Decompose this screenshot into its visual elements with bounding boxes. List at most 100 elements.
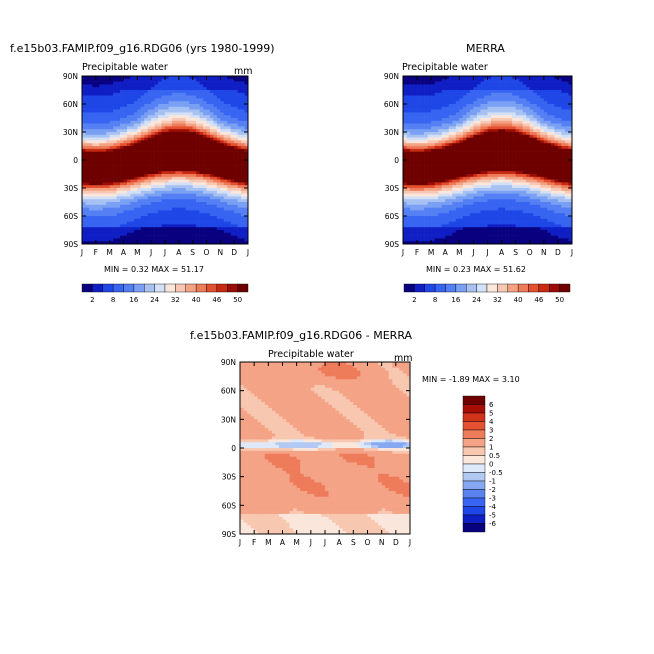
field-cell (209, 92, 214, 96)
field-cell (505, 140, 509, 144)
field-cell (227, 165, 232, 169)
field-cell (120, 92, 124, 96)
field-cell (494, 115, 499, 119)
field-cell (448, 154, 453, 158)
colorbar-label: 32 (171, 296, 180, 304)
field-cell (487, 154, 492, 158)
field-cell (491, 132, 495, 136)
field-cell (158, 199, 162, 203)
field-cell (237, 157, 242, 161)
field-cell (213, 179, 218, 183)
field-cell (165, 221, 169, 225)
field-cell (113, 171, 117, 175)
field-cell (151, 126, 155, 130)
field-cell (459, 95, 464, 99)
field-cell (82, 162, 86, 166)
field-cell (473, 118, 478, 122)
field-cell (476, 106, 481, 110)
field-cell (508, 129, 513, 133)
field-cell (452, 118, 457, 122)
field-cell (113, 199, 117, 203)
field-cell (123, 227, 128, 231)
field-cell (189, 98, 193, 102)
field-cell (498, 101, 502, 105)
field-cell (123, 171, 128, 175)
field-cell (154, 101, 159, 105)
field-cell (216, 188, 221, 192)
field-cell (448, 190, 453, 194)
colorbar-swatch (175, 283, 186, 293)
field-cell (241, 216, 245, 220)
field-cell (216, 123, 221, 127)
field-cell (140, 157, 145, 161)
field-cell (161, 176, 166, 180)
field-cell (512, 157, 516, 161)
field-cell (85, 171, 90, 175)
field-cell (130, 151, 135, 155)
field-cell (171, 109, 176, 113)
field-cell (476, 98, 481, 102)
field-cell (192, 202, 197, 206)
field-cell (178, 134, 183, 138)
field-cell (438, 213, 443, 217)
field-cell (438, 227, 443, 231)
field-cell (487, 95, 492, 99)
field-cell (501, 151, 506, 155)
field-cell (413, 132, 418, 136)
field-cell (158, 232, 162, 236)
field-cell (185, 204, 190, 208)
field-cell (237, 140, 242, 144)
field-cell (466, 165, 471, 169)
field-cell (120, 151, 124, 155)
field-cell (434, 104, 439, 108)
field-cell (420, 109, 425, 113)
field-cell (491, 78, 495, 82)
field-cell (515, 196, 520, 200)
field-cell (427, 87, 432, 91)
field-cell (165, 134, 169, 138)
field-cell (403, 129, 407, 133)
field-cell (487, 238, 492, 242)
field-cell (116, 235, 121, 239)
field-cell (466, 204, 471, 208)
field-cell (171, 179, 176, 183)
field-cell (133, 213, 138, 217)
field-cell (476, 193, 481, 197)
field-cell (99, 232, 104, 236)
field-cell (158, 157, 162, 161)
field-cell (213, 154, 218, 158)
field-cell (494, 143, 499, 147)
field-cell (476, 190, 481, 194)
field-cell (413, 168, 418, 172)
field-cell (88, 154, 93, 158)
field-cell (480, 106, 485, 110)
field-cell (445, 171, 450, 175)
field-cell (508, 218, 513, 222)
field-cell (175, 84, 180, 88)
field-cell (161, 224, 166, 228)
field-cell (424, 188, 428, 192)
field-cell (165, 106, 169, 110)
field-cell (161, 95, 166, 99)
field-cell (431, 92, 435, 96)
field-cell (508, 118, 513, 122)
field-cell (182, 235, 187, 239)
field-cell (154, 224, 159, 228)
field-cell (213, 143, 218, 147)
field-cell (505, 241, 509, 245)
field-cell (491, 188, 495, 192)
field-cell (165, 241, 169, 245)
field-cell (494, 165, 499, 169)
field-cell (417, 176, 421, 180)
field-cell (491, 199, 495, 203)
field-cell (438, 238, 443, 242)
field-cell (498, 174, 502, 178)
field-cell (410, 106, 414, 110)
field-cell (512, 210, 516, 214)
field-cell (410, 123, 414, 127)
field-cell (476, 207, 481, 211)
field-cell (209, 134, 214, 138)
field-cell (133, 238, 138, 242)
field-cell (147, 171, 152, 175)
field-cell (88, 90, 93, 94)
